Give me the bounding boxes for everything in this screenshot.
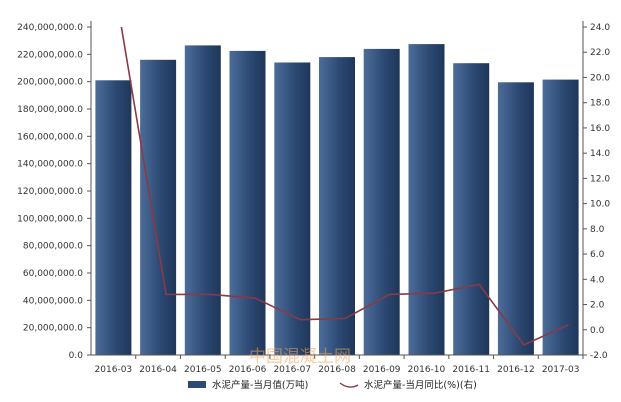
watermark: 中国混凝土网 bbox=[249, 347, 351, 367]
right-tick-label: 12.0 bbox=[590, 174, 610, 184]
right-tick-label: 14.0 bbox=[590, 149, 610, 159]
x-tick-label: 2016-11 bbox=[452, 365, 490, 375]
left-tick-label: 180,000,000.0 bbox=[17, 105, 83, 115]
left-tick-label: 100,000,000.0 bbox=[17, 214, 83, 224]
left-tick-label: 80,000,000.0 bbox=[23, 242, 83, 252]
x-tick-label: 2016-04 bbox=[139, 365, 177, 375]
yoy-line bbox=[120, 26, 569, 346]
bar bbox=[542, 79, 579, 355]
left-tick-label: 140,000,000.0 bbox=[17, 160, 83, 170]
left-y-axis: 0.0 20,000,000.0 40,000,000.0 60,000,000.0 8… bbox=[17, 21, 92, 361]
left-tick-label: 40,000,000.0 bbox=[23, 296, 83, 306]
left-tick-label: 240,000,000.0 bbox=[17, 23, 83, 33]
x-tick-label: 2016-09 bbox=[363, 365, 401, 375]
left-tick-label: 20,000,000.0 bbox=[23, 324, 83, 334]
right-tick-label: 20.0 bbox=[590, 73, 610, 83]
right-tick-label: 24.0 bbox=[590, 23, 610, 33]
right-tick-label: -2.0 bbox=[590, 351, 608, 361]
bar bbox=[453, 63, 490, 355]
bar bbox=[363, 48, 400, 356]
right-tick-label: 10.0 bbox=[590, 200, 610, 210]
x-tick-label: 2016-07 bbox=[273, 365, 311, 375]
x-tick-label: 2017-03 bbox=[542, 365, 580, 375]
right-tick-label: 6.0 bbox=[590, 250, 605, 260]
left-tick-label: 0.0 bbox=[69, 351, 84, 361]
right-tick-label: 8.0 bbox=[590, 225, 605, 235]
left-tick-label: 220,000,000.0 bbox=[17, 50, 83, 60]
left-tick-label: 120,000,000.0 bbox=[17, 187, 83, 197]
bar bbox=[95, 80, 132, 356]
legend-swatch-bar bbox=[188, 381, 206, 388]
right-tick-label: 4.0 bbox=[590, 275, 605, 285]
right-tick-label: 18.0 bbox=[590, 99, 610, 109]
right-tick-label: 0.0 bbox=[590, 326, 605, 336]
line-series bbox=[120, 26, 569, 346]
bar bbox=[274, 62, 311, 355]
legend-label-line: 水泥产量-当月同比(%)(右) bbox=[364, 379, 477, 391]
x-tick-label: 2016-06 bbox=[229, 365, 267, 375]
bar bbox=[319, 57, 355, 355]
legend-swatch-line bbox=[339, 382, 359, 388]
bar-series bbox=[95, 44, 579, 356]
x-tick-label: 2016-10 bbox=[408, 365, 446, 375]
bar bbox=[497, 82, 534, 356]
bar bbox=[184, 45, 221, 356]
x-tick-label: 2016-12 bbox=[497, 365, 535, 375]
right-tick-label: 22.0 bbox=[590, 48, 610, 58]
left-tick-label: 200,000,000.0 bbox=[17, 78, 83, 88]
bar bbox=[229, 50, 266, 356]
x-tick-label: 2016-03 bbox=[95, 365, 133, 375]
right-y-axis: -2.0 0.0 2.0 4.0 6.0 8.0 10.0 12.0 14.0 16.0 18.0 2… bbox=[582, 21, 610, 361]
x-axis: 2016-03 2016-04 2016-05 2016-06 2016-07 2016-… bbox=[91, 354, 584, 375]
x-tick-label: 2016-05 bbox=[184, 365, 222, 375]
left-tick-label: 60,000,000.0 bbox=[23, 269, 83, 279]
right-tick-label: 2.0 bbox=[590, 301, 605, 311]
bar bbox=[408, 44, 445, 355]
bar bbox=[140, 59, 177, 356]
x-tick-label: 2016-08 bbox=[318, 365, 356, 375]
left-tick-label: 160,000,000.0 bbox=[17, 132, 83, 142]
right-tick-label: 16.0 bbox=[590, 124, 610, 134]
legend-label-bar: 水泥产量-当月值(万吨) bbox=[212, 379, 308, 391]
legend: 水泥产量-当月值(万吨) 水泥产量-当月同比(%)(右) bbox=[188, 379, 477, 391]
